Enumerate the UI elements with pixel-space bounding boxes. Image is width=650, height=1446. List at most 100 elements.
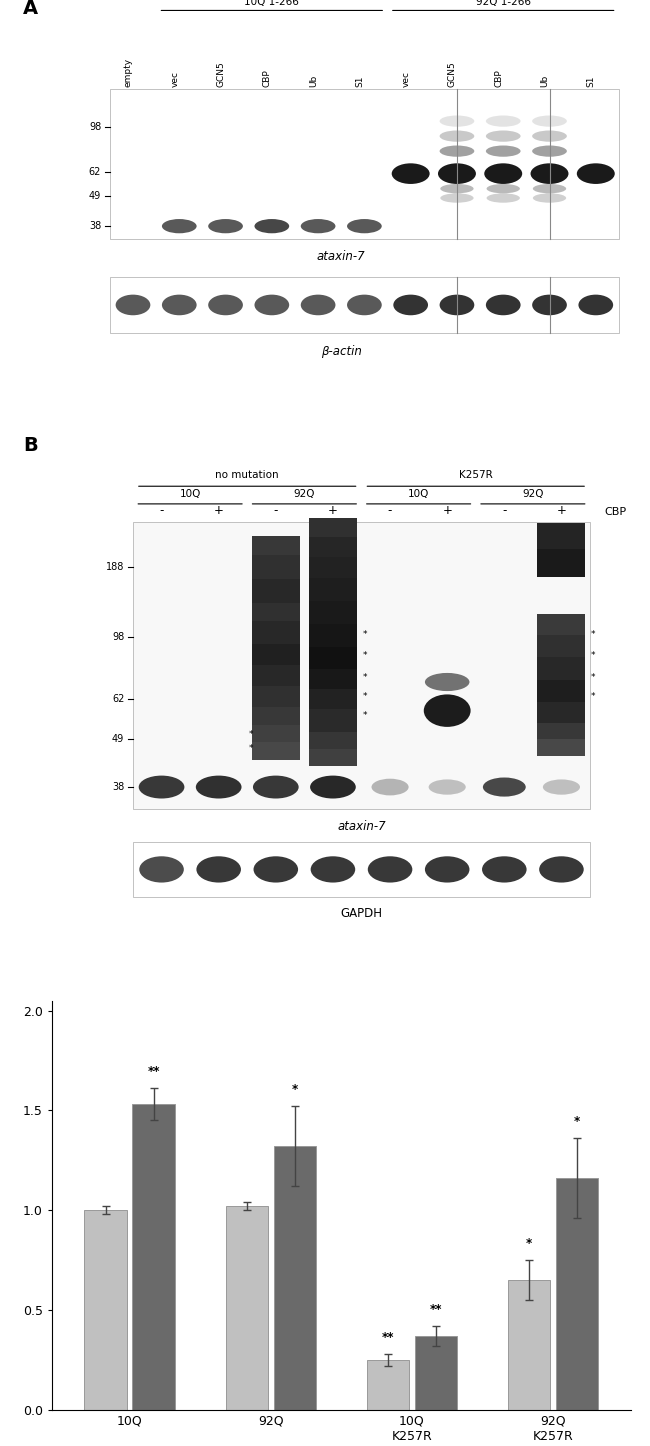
Ellipse shape [424,694,471,727]
Text: *: * [363,711,367,720]
Text: GAPDH: GAPDH [341,907,382,920]
Ellipse shape [439,130,474,142]
Ellipse shape [372,779,409,795]
Text: 98: 98 [112,632,124,642]
Ellipse shape [162,218,196,233]
Text: S1: S1 [356,75,365,87]
Text: vec: vec [402,71,411,87]
Text: B: B [23,437,38,455]
Text: GCN5: GCN5 [448,62,457,87]
Ellipse shape [482,856,526,882]
Text: 92Q: 92Q [294,489,315,499]
Bar [556,1178,598,1410]
Ellipse shape [439,146,474,156]
Text: empty: empty [124,58,133,87]
Ellipse shape [483,778,526,797]
Ellipse shape [532,116,567,127]
Bar [252,555,300,580]
Ellipse shape [196,856,241,882]
Ellipse shape [393,295,428,315]
Ellipse shape [440,184,474,194]
Ellipse shape [301,295,335,315]
Ellipse shape [530,163,569,184]
Text: *: * [363,672,367,681]
Ellipse shape [310,775,356,798]
Ellipse shape [392,163,430,184]
Ellipse shape [439,116,474,127]
Text: *: * [591,691,595,701]
Bar [309,531,357,557]
Bar [274,1147,316,1410]
Text: GCN5: GCN5 [216,62,226,87]
Bar [538,694,586,723]
Text: Ub: Ub [309,75,318,87]
Text: +: + [442,505,452,518]
Bar [309,518,357,538]
Bar [133,842,590,897]
Ellipse shape [311,856,355,882]
Ellipse shape [532,295,567,315]
Bar [538,630,586,656]
Text: ataxin-7: ataxin-7 [317,250,365,263]
Bar [538,716,586,739]
Ellipse shape [139,856,184,882]
Text: *: * [248,745,253,753]
Ellipse shape [543,779,580,795]
Bar [252,723,300,742]
Bar [252,659,300,685]
Bar [252,742,300,761]
Bar [309,678,357,710]
Ellipse shape [347,218,382,233]
Bar [367,1359,409,1410]
Text: *: * [363,630,367,639]
Bar [252,574,300,603]
Text: 62: 62 [112,694,124,704]
Bar [538,544,586,577]
Ellipse shape [578,295,613,315]
Text: 49: 49 [89,191,101,201]
Text: vec: vec [170,71,179,87]
Bar [538,651,586,680]
Ellipse shape [162,295,196,315]
Text: 38: 38 [89,221,101,231]
Text: *: * [363,651,367,661]
Ellipse shape [347,295,382,315]
Ellipse shape [532,130,567,142]
Text: *: * [574,1115,580,1128]
Bar [309,587,357,623]
Bar [226,1206,268,1410]
Bar [84,1210,127,1410]
Bar [252,615,300,643]
Text: **: ** [430,1303,442,1316]
Text: -: - [502,505,506,518]
Text: CBP: CBP [494,69,503,87]
Text: 49: 49 [112,735,124,745]
Text: ataxin-7: ataxin-7 [337,820,386,833]
Ellipse shape [138,775,185,798]
Text: 62: 62 [89,166,101,176]
Bar [309,746,357,765]
Bar [415,1336,457,1410]
Text: 98: 98 [89,121,101,132]
Ellipse shape [301,218,335,233]
Text: S1: S1 [587,75,596,87]
Ellipse shape [253,775,298,798]
Text: Ub: Ub [541,75,549,87]
Text: no mutation: no mutation [215,470,279,480]
Bar [538,615,586,635]
Text: +: + [328,505,338,518]
Ellipse shape [532,146,567,156]
Ellipse shape [487,194,520,202]
Text: *: * [363,691,367,701]
Ellipse shape [208,218,243,233]
Bar [133,1105,175,1410]
Ellipse shape [208,295,243,315]
Ellipse shape [255,218,289,233]
Ellipse shape [368,856,412,882]
Bar [110,90,619,239]
Bar [309,724,357,749]
Bar [309,612,357,648]
Bar [538,671,586,703]
Ellipse shape [486,146,521,156]
Ellipse shape [196,775,242,798]
